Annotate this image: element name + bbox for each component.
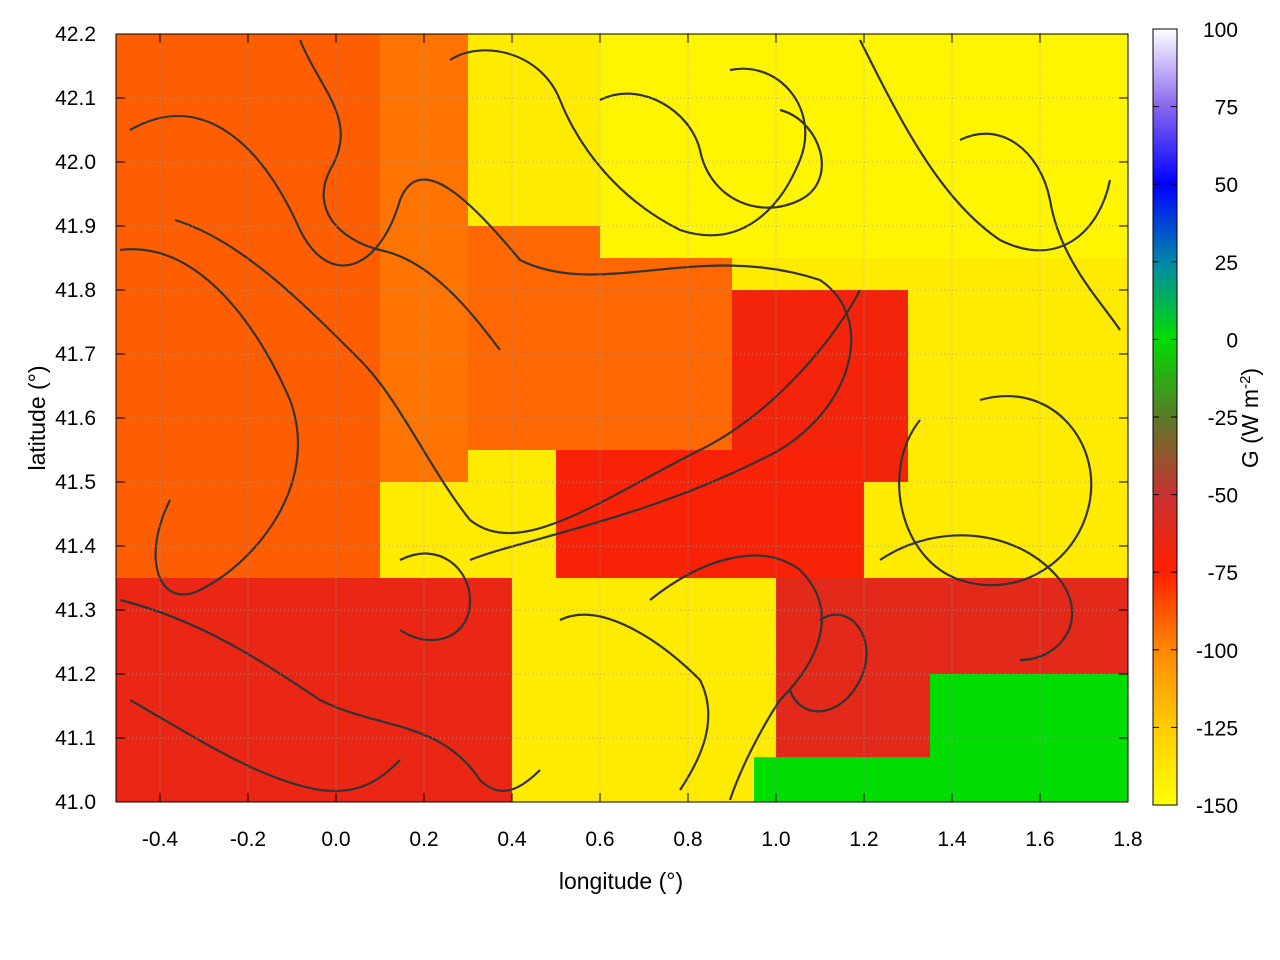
heatmap-cell-4 [468, 34, 600, 226]
x-axis-ticks: -0.4 -0.2 0.0 0.2 0.4 0.6 0.8 1.0 1.2 1.4 1.6 1.8 [142, 34, 1143, 851]
colorbar-tick-label: -25 [1208, 407, 1238, 430]
x-tick-label: 0.0 [321, 828, 350, 851]
x-tick-label: 0.4 [497, 828, 527, 851]
contour-line-10 [879, 534, 1074, 662]
colorbar-tick-label: 25 [1215, 252, 1238, 275]
x-tick-label: 1.4 [937, 828, 967, 851]
x-tick-label: 1.2 [849, 828, 878, 851]
y-tick-label: 41.7 [55, 343, 96, 366]
colorbar-tick-label: -50 [1208, 485, 1238, 508]
x-tick-label: 0.6 [585, 828, 614, 851]
y-tick-label: 41.1 [55, 727, 96, 750]
contour-line-9 [898, 394, 1093, 587]
x-tick-label: 0.8 [673, 828, 702, 851]
colorbar-tick-label: -125 [1196, 717, 1238, 740]
colorbar-tick-label: -150 [1196, 795, 1238, 818]
y-tick-label: 41.6 [55, 407, 96, 430]
y-tick-label: 41.2 [55, 663, 96, 686]
contour-line-7 [559, 613, 710, 791]
heatmap-cell-7 [556, 450, 864, 578]
contour-line-4 [449, 49, 807, 237]
y-tick-label: 41.9 [55, 215, 96, 238]
contour-line-0 [129, 114, 853, 562]
y-tick-label: 41.0 [55, 791, 96, 814]
colorbar-title: G (W m-2) [1237, 368, 1264, 468]
heatmap-cell-9 [512, 578, 776, 738]
contour-line-11 [859, 39, 1112, 252]
y-tick-label: 41.4 [55, 535, 96, 558]
y-tick-label: 42.1 [55, 87, 96, 110]
y-axis-title: latitude (°) [24, 365, 50, 470]
x-tick-label: 1.0 [761, 828, 790, 851]
contour-line-15 [788, 613, 868, 713]
x-tick-label: 1.8 [1113, 828, 1142, 851]
y-tick-label: 41.5 [55, 471, 96, 494]
contour-line-1 [119, 248, 300, 596]
x-tick-label: 1.6 [1025, 828, 1054, 851]
colorbar-tick-label: -100 [1196, 640, 1238, 663]
contour-line-6 [129, 699, 401, 793]
heatmap-cell-12 [754, 757, 930, 802]
y-tick-label: 42.0 [55, 151, 96, 174]
contour-line-12 [599, 92, 823, 209]
heatmap-cell-0 [116, 578, 512, 802]
contour-line-5 [119, 598, 541, 792]
colorbar-tick-label: 100 [1203, 19, 1238, 42]
contour-line-13 [959, 132, 1121, 331]
x-tick-label: -0.4 [142, 828, 179, 851]
y-tick-label: 41.8 [55, 279, 96, 302]
colorbar-tick-label: 75 [1215, 97, 1238, 120]
x-tick-label: 0.2 [409, 828, 438, 851]
colorbar-tick-label: 50 [1215, 174, 1238, 197]
x-tick-label: -0.2 [230, 828, 266, 851]
colorbar-tick-label: -75 [1208, 562, 1238, 585]
y-axis-ticks: 41.0 41.1 41.2 41.3 41.4 41.5 41.6 41.7 41.8 41.9… [55, 23, 1128, 814]
colorbar-tick-label: 0 [1226, 329, 1238, 352]
contour-line-2 [174, 218, 861, 535]
colorbar-ticks: 100 75 50 25 0 -25 -50 -75 -100 -125 -150 [1153, 19, 1238, 818]
y-tick-label: 42.2 [55, 23, 96, 46]
contour-line-14 [399, 552, 472, 642]
x-axis-title: longitude (°) [559, 868, 683, 894]
y-tick-label: 41.3 [55, 599, 96, 622]
